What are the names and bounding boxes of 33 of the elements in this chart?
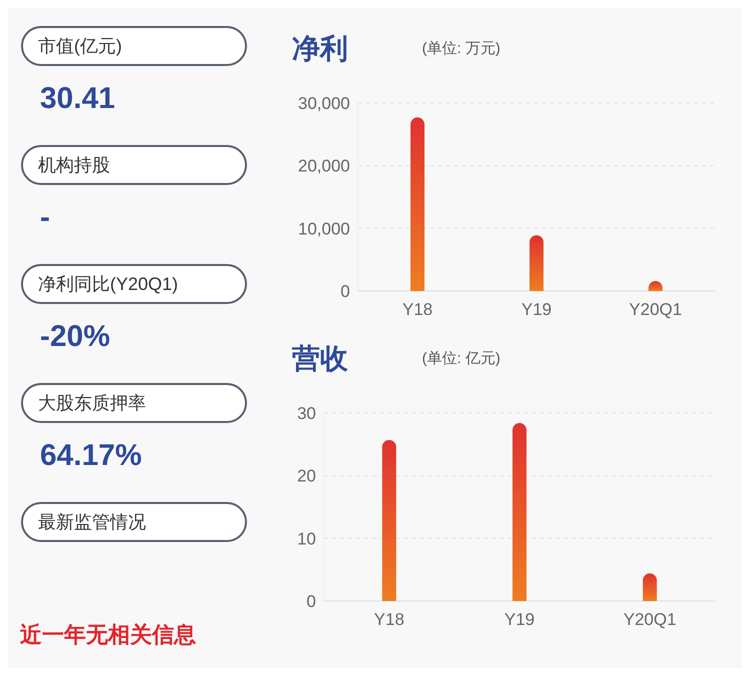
text: 机构持股 (38, 155, 110, 175)
text: 最新监管情况 (38, 512, 146, 532)
y-tick-label: 0 (306, 592, 316, 611)
y-tick-label: 20,000 (298, 156, 350, 176)
text: -20% (40, 320, 110, 353)
text: 净利同比(Y20Q1) (38, 274, 178, 294)
x-tick-label: Y19 (504, 610, 535, 629)
chart-subtitle: (单位: 亿元) (422, 350, 500, 367)
text: 近一年无相关信息 (19, 622, 196, 647)
text: 64.17% (40, 439, 142, 472)
y-tick-label: 30 (297, 404, 316, 423)
chart-subtitle: (单位: 万元) (422, 40, 500, 57)
y-tick-label: 20 (297, 466, 316, 486)
y-tick-label: 0 (340, 282, 350, 301)
text: 30.41 (40, 82, 116, 115)
x-tick-label: Y19 (521, 300, 552, 319)
y-tick-label: 30,000 (298, 94, 350, 113)
chart-title: 净利 (292, 33, 348, 64)
y-tick-label: 10,000 (298, 219, 350, 238)
x-tick-label: Y20Q1 (629, 300, 682, 319)
text: - (40, 201, 50, 234)
x-tick-label: Y18 (374, 610, 404, 629)
bar (410, 117, 424, 291)
text: 大股东质押率 (38, 393, 146, 413)
bar (530, 235, 544, 291)
x-tick-label: Y18 (402, 300, 433, 319)
chart-title: 营收 (291, 343, 349, 374)
bar (382, 440, 396, 601)
text: 市值(亿元) (38, 36, 122, 56)
bar (512, 423, 526, 601)
bar (642, 573, 657, 601)
y-tick-label: 10 (297, 529, 316, 548)
x-tick-label: Y20Q1 (623, 610, 676, 629)
